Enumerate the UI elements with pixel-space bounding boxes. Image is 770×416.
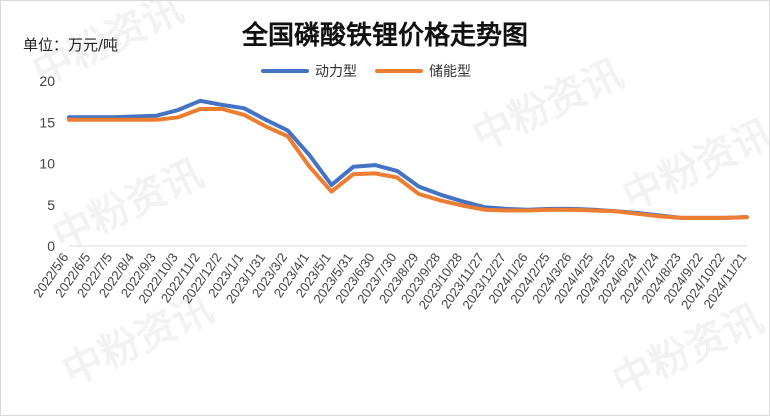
data-point-1 [482, 208, 487, 212]
data-point-1 [351, 172, 355, 176]
data-point-1 [657, 214, 662, 218]
legend-swatch-power [261, 69, 309, 73]
data-point-1 [133, 118, 137, 122]
data-point-1 [395, 175, 399, 180]
data-point-1 [154, 118, 159, 122]
data-point-1 [504, 208, 509, 213]
data-point-0 [461, 199, 465, 204]
data-point-1 [111, 118, 115, 122]
data-point-1 [570, 208, 574, 212]
data-point-0 [307, 153, 312, 157]
data-point-0 [329, 183, 334, 187]
data-point-1 [701, 216, 705, 220]
watermark-1: 中粉资讯 [466, 51, 630, 160]
data-point-0 [286, 128, 290, 133]
data-point-1 [548, 208, 552, 212]
data-point-0 [133, 114, 137, 119]
watermark-4: 中粉资讯 [56, 286, 220, 395]
watermark-2: 中粉资讯 [46, 151, 210, 260]
data-point-1 [723, 216, 727, 220]
data-point-1 [745, 215, 749, 219]
legend-swatch-storage [375, 69, 423, 73]
legend-label-storage: 储能型 [429, 64, 471, 80]
data-point-1 [329, 189, 334, 194]
data-point-1 [614, 209, 618, 213]
data-point-1 [461, 203, 465, 208]
data-point-1 [242, 113, 246, 117]
data-point-1 [373, 171, 377, 175]
chart-title: 全国磷酸铁锂价格走势图 [241, 21, 528, 51]
data-point-0 [176, 108, 180, 112]
data-point-1 [286, 134, 290, 138]
data-point-1 [417, 192, 421, 196]
data-point-1 [89, 118, 93, 122]
data-point-1 [220, 107, 224, 111]
data-point-1 [264, 124, 268, 128]
data-point-0 [373, 163, 377, 167]
data-point-1 [526, 208, 530, 213]
legend-item-storage: 储能型 [375, 61, 471, 81]
data-point-1 [592, 208, 596, 213]
data-point-0 [154, 114, 159, 118]
data-point-0 [242, 106, 246, 110]
data-point-0 [395, 169, 399, 173]
watermark-5: 中粉资讯 [606, 296, 769, 405]
data-point-0 [439, 193, 443, 197]
data-point-0 [198, 99, 202, 103]
watermark-3: 中粉资讯 [616, 111, 769, 220]
data-point-1 [439, 199, 443, 203]
legend-item-power: 动力型 [261, 61, 357, 81]
legend-label-power: 动力型 [315, 64, 357, 80]
y-tick-label: 15 [39, 114, 55, 130]
data-point-1 [679, 216, 683, 220]
y-tick-label: 0 [47, 238, 55, 254]
series-line-1 [67, 107, 749, 220]
data-point-0 [417, 185, 421, 189]
y-tick-label: 20 [39, 73, 55, 89]
data-point-0 [351, 165, 355, 169]
data-point-1 [198, 107, 202, 111]
y-tick-label: 5 [47, 197, 55, 213]
unit-label: 单位：万元/吨 [23, 36, 119, 54]
data-point-1 [307, 165, 312, 169]
data-point-0 [264, 118, 268, 122]
data-point-1 [636, 212, 640, 216]
data-point-0 [220, 103, 224, 107]
y-tick-label: 10 [39, 156, 55, 172]
legend: 动力型 储能型 [261, 61, 471, 81]
data-point-1 [67, 118, 71, 122]
data-point-1 [176, 115, 180, 119]
